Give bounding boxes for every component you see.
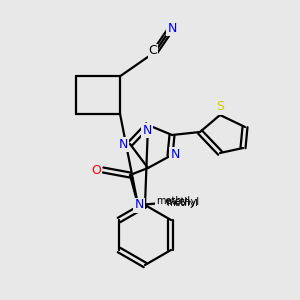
Text: methyl: methyl bbox=[166, 199, 198, 208]
Text: C: C bbox=[148, 44, 158, 58]
Text: O: O bbox=[91, 164, 101, 176]
Text: N: N bbox=[170, 148, 180, 160]
Text: methyl: methyl bbox=[165, 197, 199, 207]
Text: N: N bbox=[118, 137, 128, 151]
Text: S: S bbox=[216, 100, 224, 113]
Text: methyl: methyl bbox=[156, 196, 190, 206]
Text: N: N bbox=[167, 22, 177, 34]
Text: N: N bbox=[142, 124, 152, 136]
Text: N: N bbox=[134, 199, 144, 212]
